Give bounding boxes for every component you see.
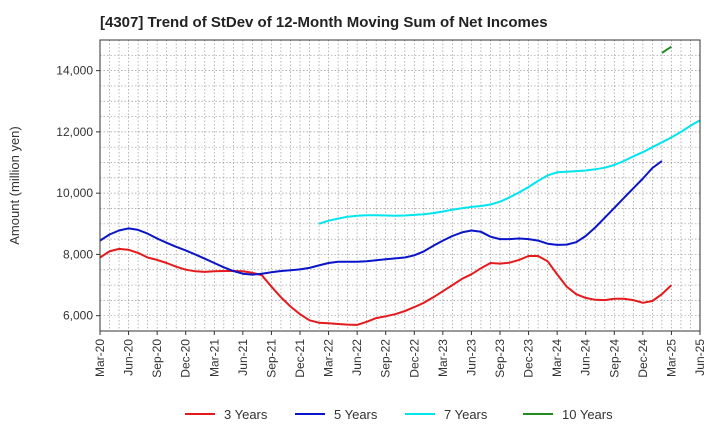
x-tick-label: Sep-20 [150, 339, 164, 378]
x-tick-label: Jun-22 [350, 339, 364, 376]
x-tick-label: Jun-23 [464, 339, 478, 376]
legend-item: 7 Years [405, 407, 488, 422]
x-tick-label: Mar-24 [550, 339, 564, 377]
legend-item: 10 Years [523, 407, 613, 422]
x-tick-label: Sep-22 [379, 339, 393, 378]
y-tick-label: 14,000 [56, 64, 93, 78]
grid-layer [99, 40, 701, 331]
x-tick-label: Dec-22 [407, 339, 421, 378]
legend-item: 5 Years [295, 407, 378, 422]
axis-layer: 6,000 8,000 10,000 12,000 14,000 Mar-20 Jun-20… [56, 39, 707, 378]
x-tick-label: Jun-20 [122, 339, 136, 376]
plot-frame [99, 39, 701, 332]
x-tick-label: Dec-23 [522, 339, 536, 378]
series-line-10-years [661, 45, 672, 54]
x-tick-label: Sep-21 [264, 339, 278, 378]
x-tick-label: Dec-24 [636, 339, 650, 378]
y-tick-label: 12,000 [56, 125, 93, 139]
x-tick-label: Mar-22 [322, 339, 336, 377]
x-tick-label: Mar-25 [664, 339, 678, 377]
x-tick-label: Dec-21 [293, 339, 307, 378]
series-line-5-years [99, 160, 663, 276]
x-tick-label: Sep-23 [493, 339, 507, 378]
x-tick-label: Jun-21 [236, 339, 250, 376]
legend-label: 5 Years [334, 407, 378, 422]
y-tick-label: 6,000 [63, 309, 93, 323]
x-tick-label: Jun-24 [579, 339, 593, 376]
x-tick-label: Mar-21 [207, 339, 221, 377]
y-tick-label: 8,000 [63, 247, 93, 261]
series-line-3-years [99, 247, 673, 326]
legend-label: 10 Years [562, 407, 613, 422]
legend-label: 3 Years [224, 407, 268, 422]
x-tick-label: Jun-25 [693, 339, 707, 376]
series-line-7-years [318, 119, 701, 225]
x-tick-label: Mar-20 [93, 339, 107, 377]
x-tick-label: Dec-20 [179, 339, 193, 378]
legend-item: 3 Years [185, 407, 268, 422]
series-layer [99, 45, 701, 326]
legend-layer: 3 Years 5 Years 7 Years 10 Years [185, 407, 613, 422]
chart-title: [4307] Trend of StDev of 12-Month Moving… [100, 14, 548, 31]
legend-label: 7 Years [444, 407, 488, 422]
y-axis-title: Amount (million yen) [7, 126, 22, 245]
x-tick-label: Mar-23 [436, 339, 450, 377]
x-tick-label: Sep-24 [607, 339, 621, 378]
y-tick-label: 10,000 [56, 186, 93, 200]
